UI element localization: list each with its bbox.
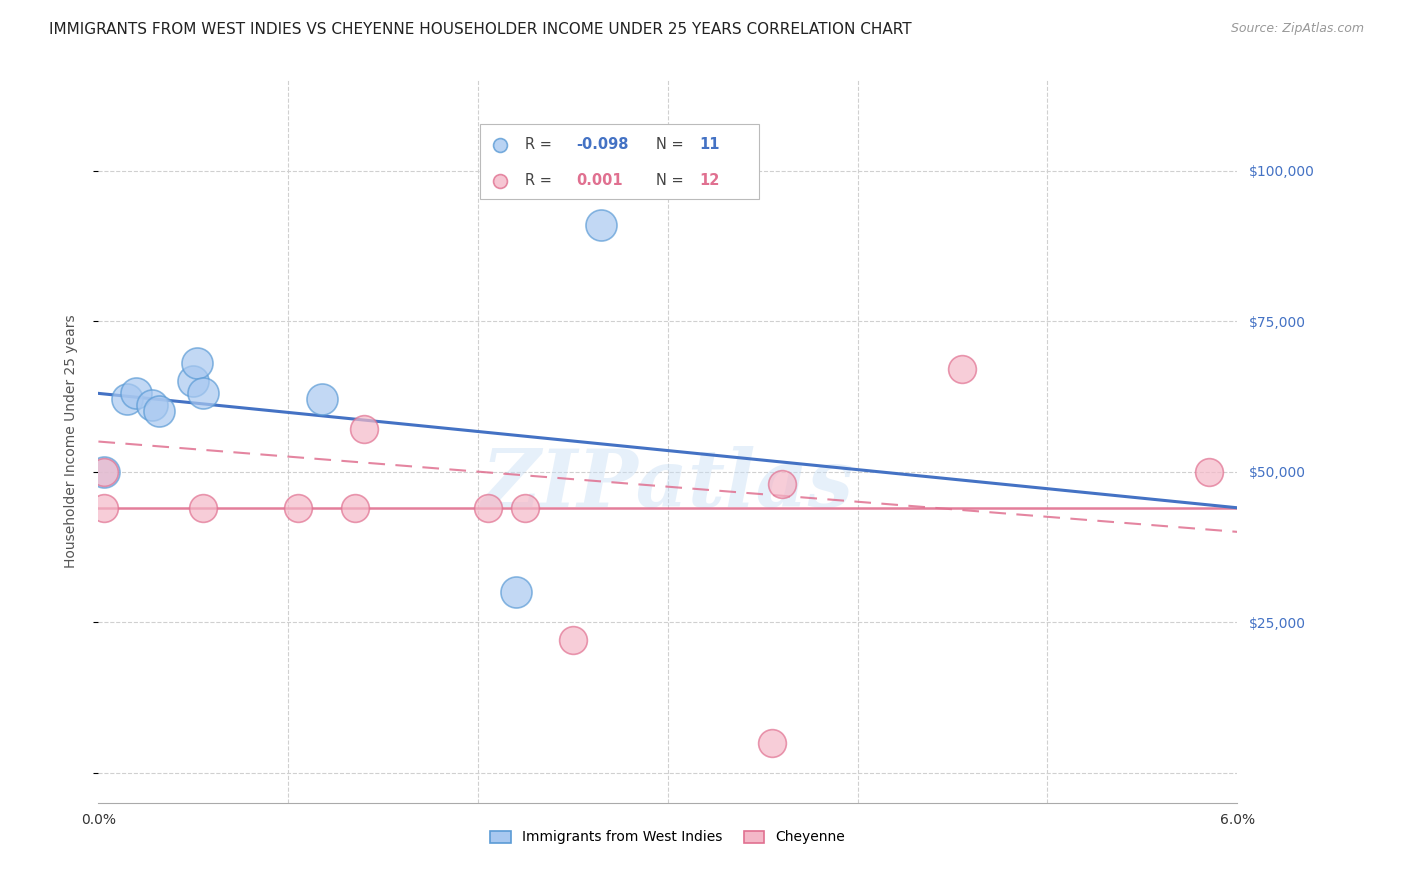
Point — [343, 500, 366, 515]
Text: 0.001: 0.001 — [576, 173, 623, 188]
Point — [183, 374, 205, 388]
Point — [287, 500, 309, 515]
Text: N =: N = — [657, 173, 689, 188]
Y-axis label: Householder Income Under 25 years: Householder Income Under 25 years — [63, 315, 77, 568]
Point — [191, 500, 214, 515]
Text: IMMIGRANTS FROM WEST INDIES VS CHEYENNE HOUSEHOLDER INCOME UNDER 25 YEARS CORREL: IMMIGRANTS FROM WEST INDIES VS CHEYENNE … — [49, 22, 912, 37]
Point — [591, 218, 613, 232]
Text: 12: 12 — [700, 173, 720, 188]
Point — [311, 392, 333, 407]
Point — [141, 398, 163, 412]
Legend: Immigrants from West Indies, Cheyenne: Immigrants from West Indies, Cheyenne — [485, 825, 851, 850]
Point — [477, 500, 499, 515]
Point — [186, 356, 208, 370]
Text: Source: ZipAtlas.com: Source: ZipAtlas.com — [1230, 22, 1364, 36]
Point — [125, 386, 148, 401]
Text: R =: R = — [526, 137, 557, 153]
Point — [950, 362, 973, 376]
Point — [353, 422, 375, 436]
Point — [561, 633, 585, 648]
Text: -0.098: -0.098 — [576, 137, 630, 153]
Point — [505, 585, 527, 599]
Point — [515, 500, 537, 515]
Point — [191, 386, 214, 401]
Point — [115, 392, 138, 407]
Text: ZIPatlas: ZIPatlas — [482, 446, 853, 524]
Point — [1198, 465, 1220, 479]
Text: N =: N = — [657, 137, 689, 153]
Text: R =: R = — [526, 173, 557, 188]
Text: 11: 11 — [700, 137, 720, 153]
Point — [148, 404, 170, 418]
Point — [93, 465, 115, 479]
Point — [770, 476, 793, 491]
Point — [93, 500, 115, 515]
FancyBboxPatch shape — [479, 124, 759, 200]
Point — [93, 465, 115, 479]
Point — [761, 735, 783, 749]
